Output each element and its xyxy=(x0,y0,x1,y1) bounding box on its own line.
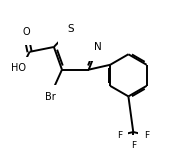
Text: F: F xyxy=(144,131,150,140)
Text: O: O xyxy=(22,27,30,37)
Text: HO: HO xyxy=(11,63,26,73)
Text: S: S xyxy=(68,24,74,34)
Text: F: F xyxy=(131,141,136,150)
Text: N: N xyxy=(94,42,102,52)
Text: Br: Br xyxy=(45,92,56,102)
Text: F: F xyxy=(117,131,122,140)
